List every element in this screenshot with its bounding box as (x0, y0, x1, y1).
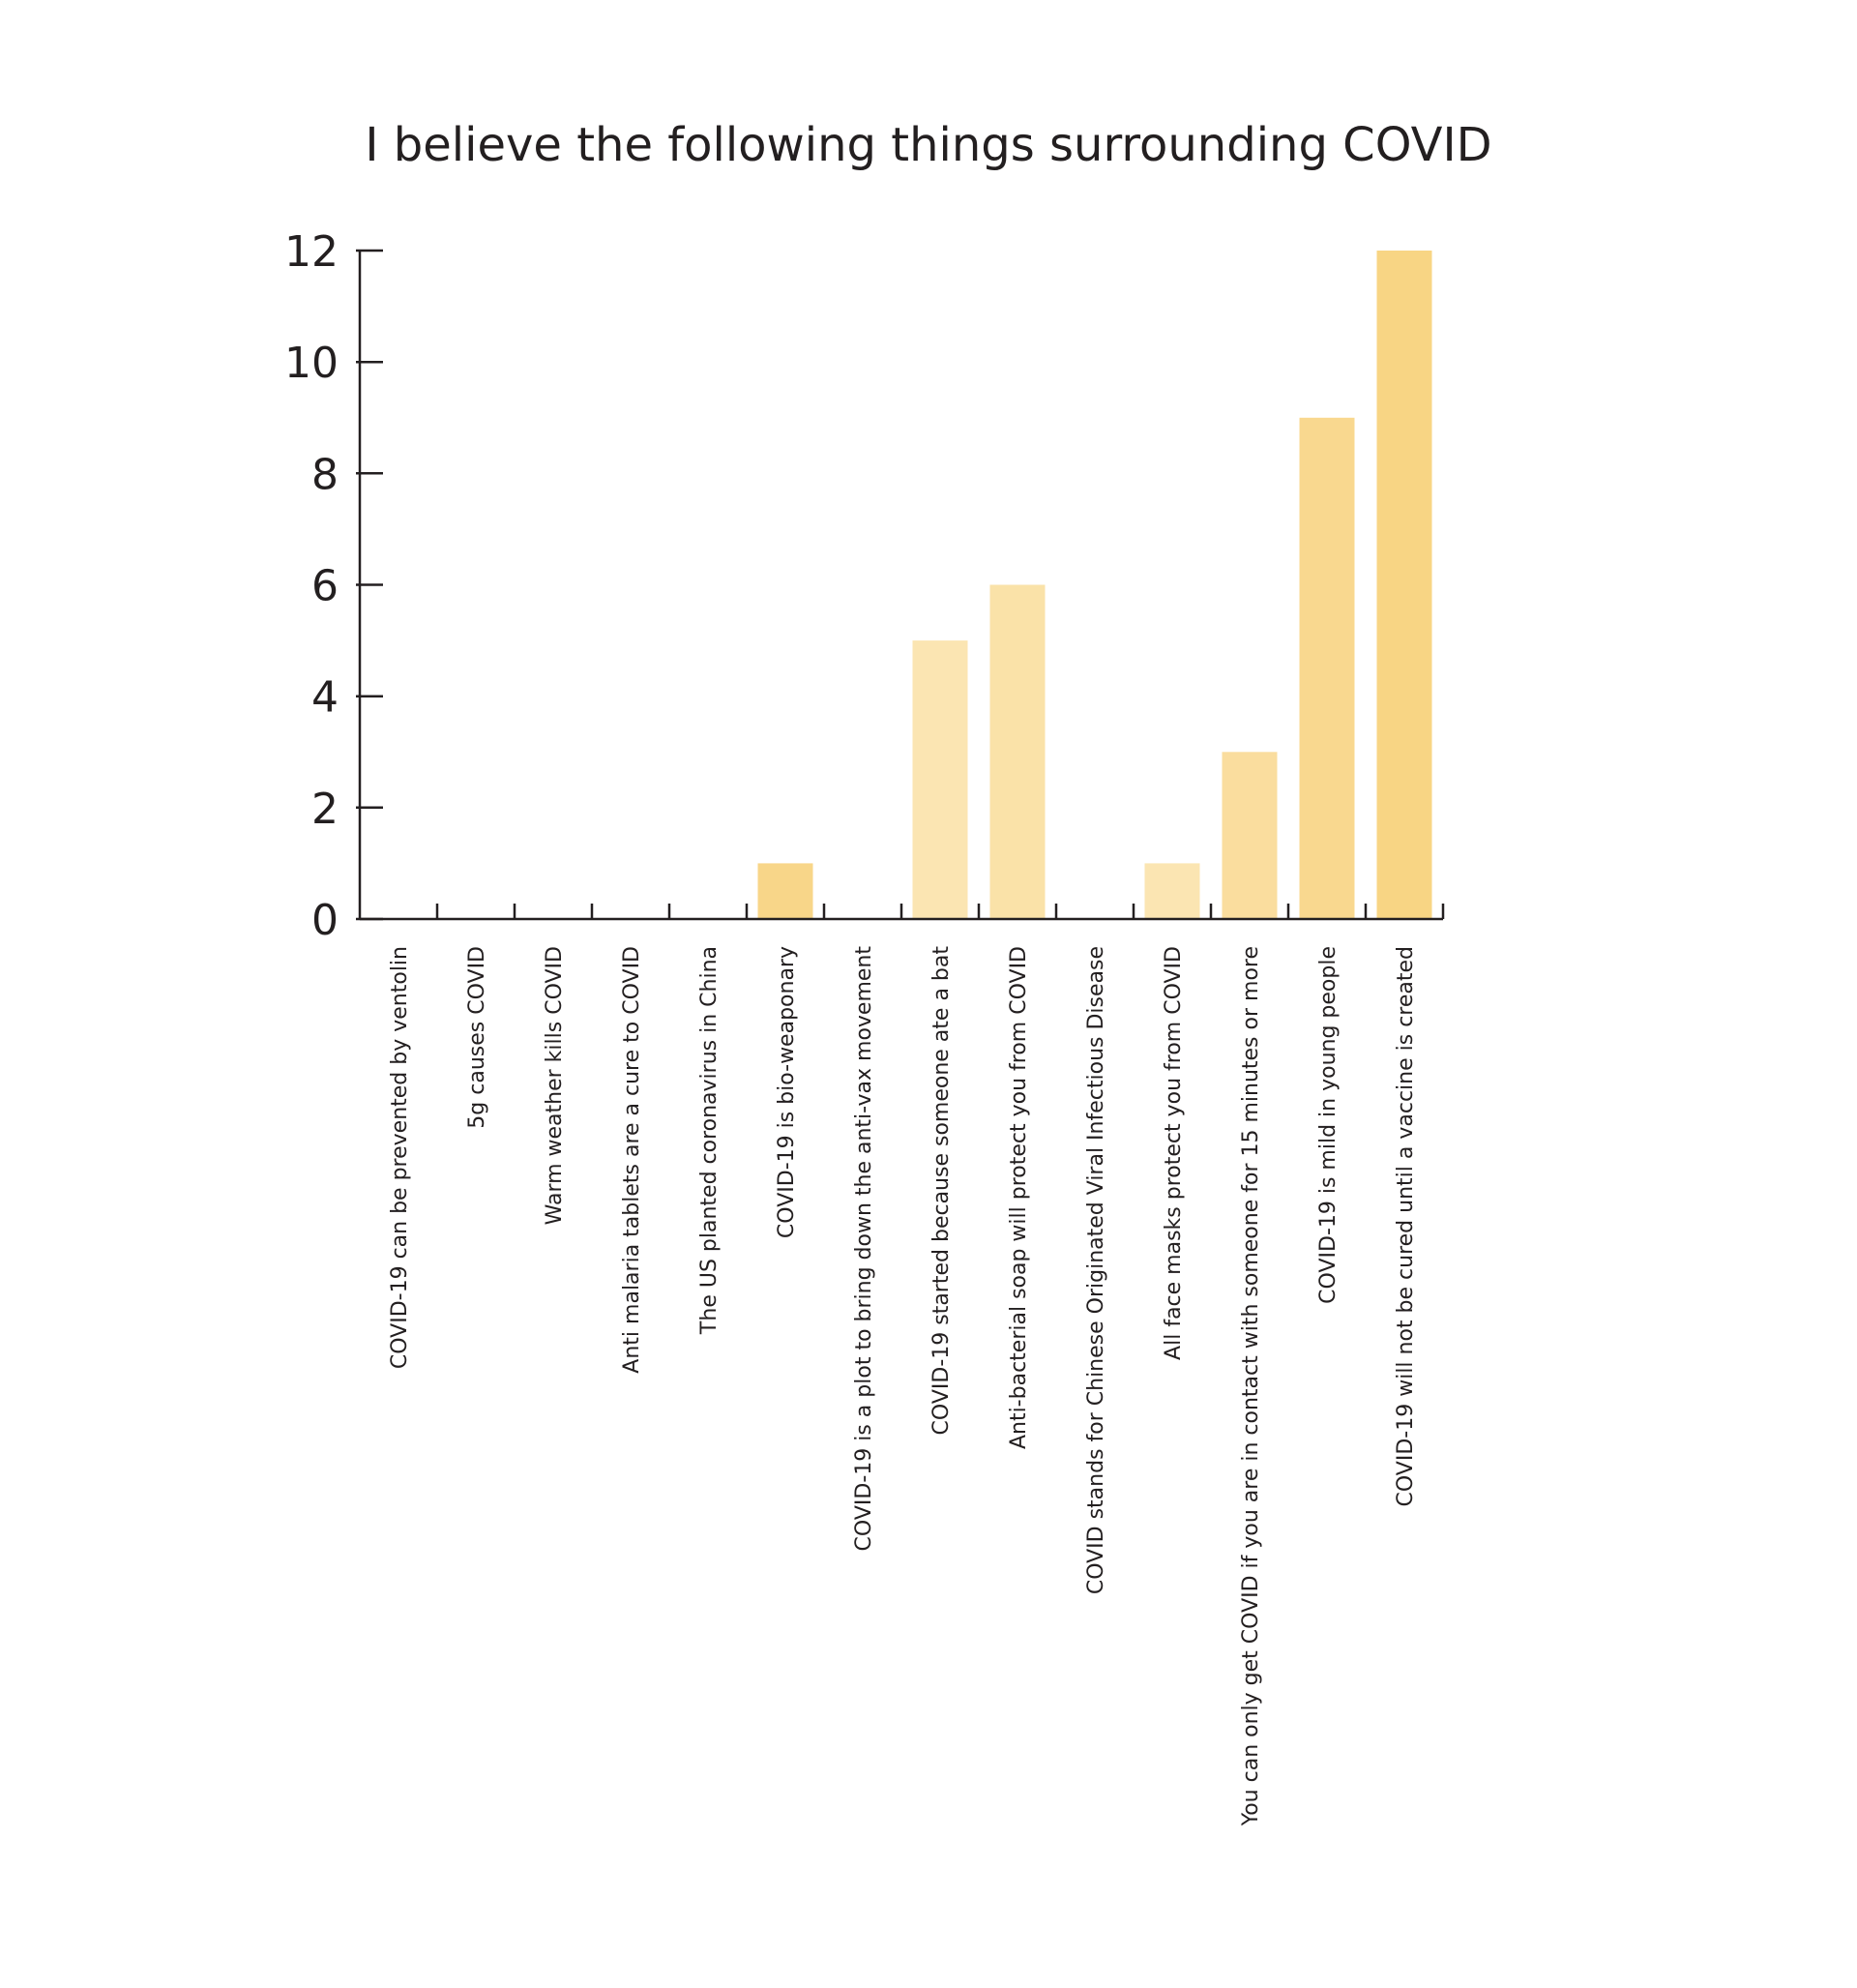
axes-layer (358, 251, 1445, 921)
bar-9 (989, 584, 1046, 919)
x-category-label: Warm weather kills COVID (543, 946, 567, 1225)
y-tick-label: 4 (311, 673, 339, 723)
bar-6 (757, 863, 813, 919)
y-tick-label: 8 (311, 450, 339, 499)
y-tick-label: 6 (311, 562, 339, 611)
x-category-label: Anti malaria tablets are a cure to COVID (620, 946, 644, 1374)
x-category-label: Anti-bacterial soap will protect you fro… (1007, 946, 1031, 1449)
chart-title: I believe the following things surroundi… (365, 118, 1492, 172)
x-category-label: You can only get COVID if you are in con… (1239, 946, 1263, 1826)
bar-12 (1222, 752, 1278, 920)
x-category-label: COVID-19 is mild in young people (1316, 946, 1341, 1304)
x-category-label: COVID-19 is a plot to bring down the ant… (852, 946, 876, 1552)
x-category-label: 5g causes COVID (465, 946, 489, 1129)
y-tick-label: 12 (284, 227, 339, 277)
bar-11 (1144, 863, 1200, 919)
bars-layer (757, 251, 1432, 920)
x-category-label: All face masks protect you from COVID (1162, 946, 1186, 1360)
bar-14 (1376, 251, 1432, 919)
x-category-label: COVID stands for Chinese Originated Vira… (1084, 946, 1108, 1594)
y-tick-label: 2 (311, 785, 339, 834)
bar-8 (912, 640, 968, 919)
x-category-label: The US planted coronavirus in China (697, 946, 722, 1335)
x-labels-layer: COVID-19 can be prevented by ventolin 5g … (388, 946, 1418, 1827)
x-category-label: COVID-19 can be prevented by ventolin (388, 946, 412, 1369)
y-tick-label: 10 (284, 339, 339, 388)
x-category-label: COVID-19 will not be cured until a vacci… (1394, 946, 1418, 1506)
x-category-label: COVID-19 is bio-weaponary (775, 946, 799, 1238)
bar-13 (1299, 417, 1355, 920)
y-ticks-layer: 0 2 4 6 8 10 12 (284, 227, 383, 945)
y-tick-label: 0 (311, 896, 339, 945)
x-category-label: COVID-19 started because someone ate a b… (929, 946, 954, 1436)
